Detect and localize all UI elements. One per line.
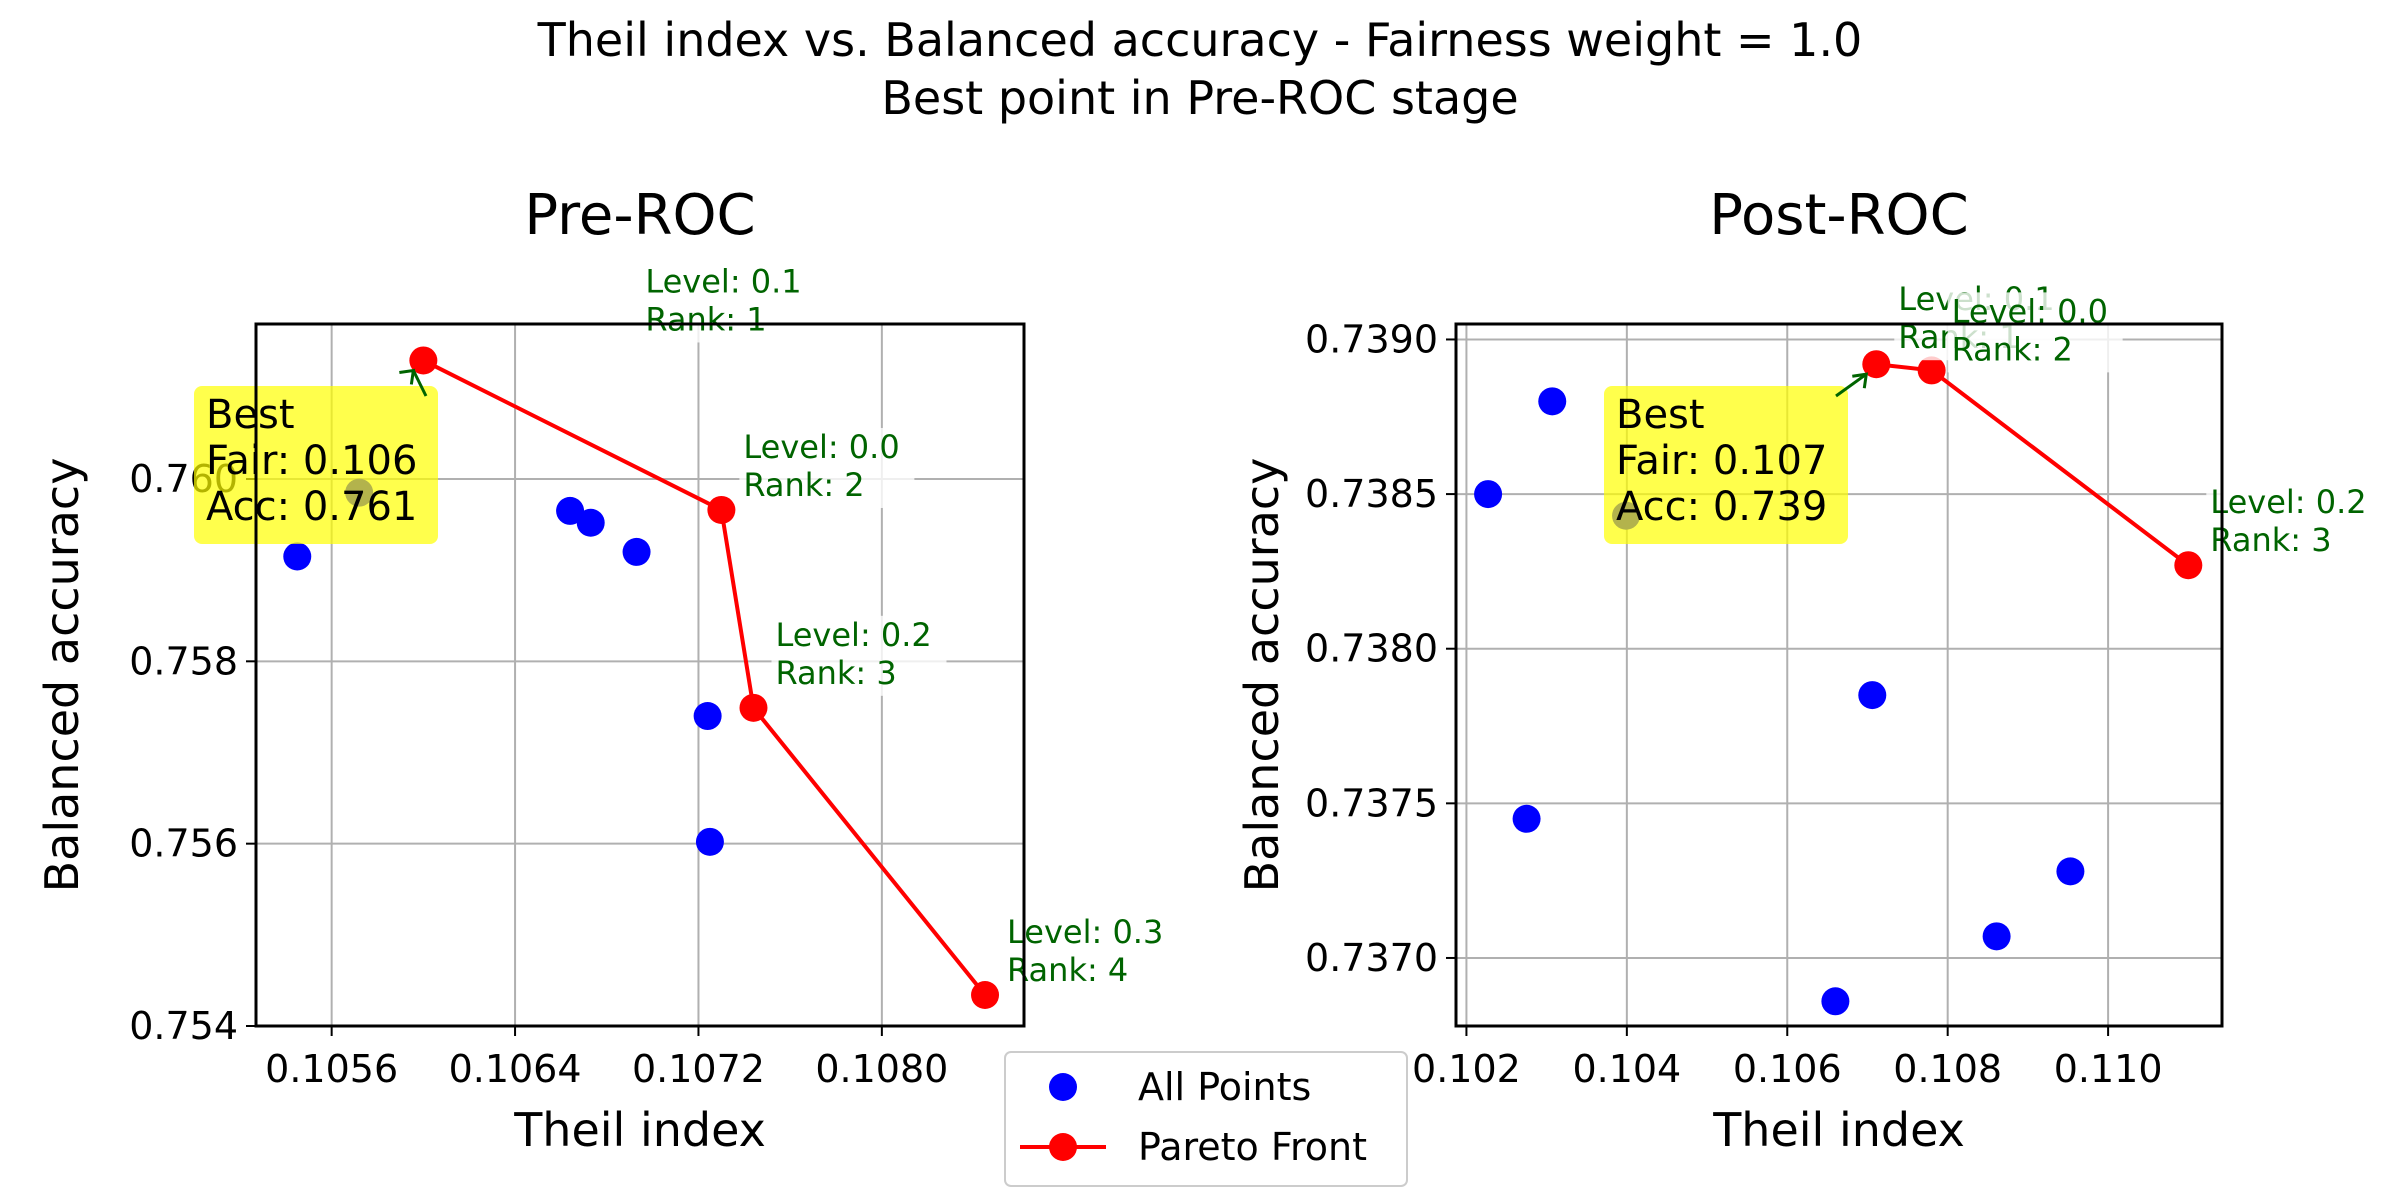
- best-box-text: Acc: 0.739: [1616, 484, 1827, 530]
- all-point: [283, 542, 312, 571]
- legend-pareto-marker: [1049, 1133, 1077, 1161]
- y-tick-label: 0.7385: [1305, 472, 1438, 516]
- annotation-rank: Rank: 2: [1952, 330, 2073, 368]
- annotation-background: [2206, 483, 2382, 564]
- x-tick-label: 0.1080: [815, 1047, 948, 1091]
- x-tick-label: 0.104: [1572, 1047, 1681, 1091]
- figure-suptitle-line1: Theil index vs. Balanced accuracy - Fair…: [537, 13, 1863, 67]
- y-axis-label: Balanced accuracy: [1235, 458, 1289, 893]
- x-axis-label: Theil index: [513, 1103, 766, 1157]
- best-box-text: Best: [1616, 392, 1705, 438]
- x-tick-label: 0.106: [1733, 1047, 1842, 1091]
- best-box-text: Best: [206, 392, 295, 438]
- pareto-point: [707, 495, 736, 524]
- best-arrow-head: [399, 368, 416, 385]
- y-tick-label: 0.7390: [1305, 317, 1438, 361]
- y-tick-label: 0.7370: [1305, 936, 1438, 980]
- x-tick-label: 0.1072: [632, 1047, 765, 1091]
- all-point: [695, 827, 724, 856]
- best-arrow: [412, 369, 428, 397]
- figure-suptitle-line2: Best point in Pre-ROC stage: [881, 71, 1518, 125]
- pareto-point: [2174, 551, 2203, 580]
- best-arrow-head: [1852, 372, 1869, 389]
- legend-all-points-label: All Points: [1138, 1065, 1311, 1109]
- axes-frame: [1454, 322, 2224, 1028]
- y-tick-label: 0.7380: [1305, 627, 1438, 671]
- panel-title: Post-ROC: [1709, 183, 1968, 248]
- all-point: [1982, 922, 2011, 951]
- annotation-rank: Rank: 3: [775, 654, 896, 692]
- annotation-level: Level: 0.2: [775, 616, 931, 654]
- legend: All Points Pareto Front: [1004, 1051, 1408, 1187]
- y-tick-label: 0.758: [129, 639, 238, 683]
- legend-all-points-marker: [1049, 1073, 1077, 1101]
- best-box-text: Acc: 0.761: [206, 484, 417, 530]
- all-point: [1512, 804, 1541, 833]
- annotation-rank: Rank: 3: [2210, 521, 2331, 559]
- pre-roc-panel: Pre-ROC 0.1056 0.1064 0.1072 0.1080 0.754 0.75…: [35, 183, 1179, 1157]
- pareto-point: [1862, 350, 1891, 379]
- annotation-level: Level: 0.3: [1007, 913, 1163, 951]
- y-tick-label: 0.754: [129, 1004, 238, 1048]
- all-point: [2056, 857, 2085, 886]
- pareto-point: [971, 981, 1000, 1010]
- x-tick-label: 0.1056: [265, 1047, 398, 1091]
- annotation-background: [739, 427, 915, 508]
- x-tick-label: 0.1064: [449, 1047, 582, 1091]
- post-roc-panel: Post-ROC 0.102 0.104 0.106 0.108 0.110 0.7370 0…: [1235, 183, 2382, 1157]
- panel-title: Pre-ROC: [524, 183, 755, 248]
- annotation-level: Level: 0.1: [645, 262, 801, 300]
- y-tick-label: 0.7375: [1305, 781, 1438, 825]
- pareto-point: [739, 693, 768, 722]
- pareto-line: [1876, 362, 2190, 567]
- all-point: [1821, 987, 1850, 1016]
- annotation-background: [771, 615, 947, 696]
- pareto-point: [1917, 356, 1946, 385]
- pareto-point: [409, 346, 438, 375]
- all-point: [556, 496, 585, 525]
- annotation-background: [1003, 913, 1179, 994]
- annotation-background: [641, 262, 817, 343]
- y-tick-label: 0.756: [129, 822, 238, 866]
- x-tick-label: 0.102: [1412, 1047, 1521, 1091]
- all-point: [1538, 387, 1567, 416]
- annotation-level: Level: 0.2: [2210, 483, 2366, 521]
- annotation-level: Level: 0.0: [743, 428, 899, 466]
- annotation-background: [1947, 292, 2123, 373]
- all-point: [576, 508, 605, 537]
- best-box-text: Fair: 0.106: [206, 438, 417, 484]
- best-arrow: [1835, 372, 1868, 398]
- legend-pareto-label: Pareto Front: [1138, 1125, 1367, 1169]
- all-point: [693, 702, 722, 731]
- x-axis-label: Theil index: [1712, 1103, 1965, 1157]
- all-point: [622, 537, 651, 566]
- best-box-text: Fair: 0.107: [1616, 438, 1827, 484]
- axes-frame: [254, 322, 1026, 1028]
- best-box: [1604, 386, 1848, 544]
- annotation-rank: Rank: 4: [1007, 951, 1128, 989]
- annotation-rank: Rank: 1: [645, 300, 766, 338]
- legend-frame: [1004, 1051, 1408, 1187]
- annotation-rank: Rank: 2: [743, 466, 864, 504]
- x-tick-label: 0.108: [1893, 1047, 2002, 1091]
- x-tick-label: 0.110: [2054, 1047, 2163, 1091]
- all-point: [1474, 480, 1503, 509]
- pareto-line: [422, 358, 987, 997]
- y-axis-label: Balanced accuracy: [35, 458, 89, 893]
- all-point: [1858, 681, 1887, 710]
